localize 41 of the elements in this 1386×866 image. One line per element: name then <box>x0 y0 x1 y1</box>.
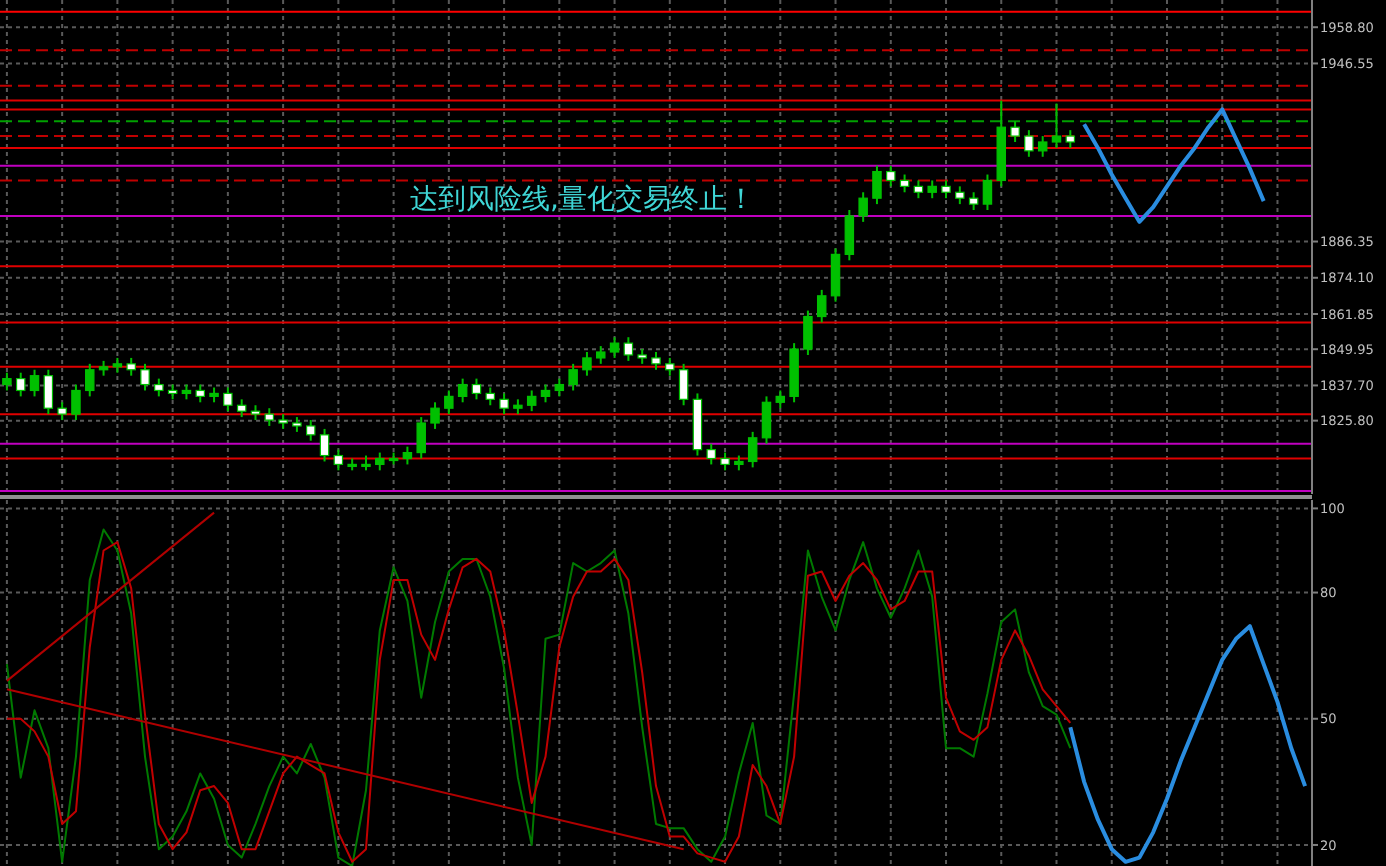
candlestick <box>444 389 454 416</box>
candlestick <box>305 419 316 442</box>
candlestick <box>582 351 592 377</box>
candlestick <box>430 401 440 430</box>
candlestick <box>15 371 26 398</box>
candlestick <box>623 336 634 362</box>
line-series <box>1068 624 1308 864</box>
line-series <box>1082 107 1266 224</box>
candlestick <box>457 377 468 404</box>
candlestick <box>706 442 716 466</box>
candlestick <box>416 416 426 460</box>
candlestick <box>761 395 772 445</box>
candlestick <box>1024 129 1034 158</box>
candlestick <box>1051 102 1062 149</box>
candlestick <box>1010 120 1020 143</box>
candlestick <box>789 342 799 404</box>
candlestick <box>886 164 896 188</box>
candlestick <box>471 377 482 401</box>
candlestick <box>85 362 95 398</box>
candlestick <box>678 362 689 407</box>
candlestick <box>526 389 537 413</box>
annotation: 达到风险线,量化交易终止！ <box>410 184 755 216</box>
candlestick <box>29 368 40 398</box>
candlestick <box>747 430 758 469</box>
candlestick <box>333 448 344 472</box>
candlestick <box>830 247 841 303</box>
candlestick <box>609 336 620 359</box>
candlestick <box>43 368 54 416</box>
candlestick <box>71 383 81 422</box>
candlestick <box>499 392 509 416</box>
candlestick <box>140 362 150 392</box>
candlestick <box>223 386 233 413</box>
candlestick <box>319 427 330 463</box>
candlestick <box>803 309 813 356</box>
candlestick <box>844 209 855 262</box>
candlestick <box>858 191 868 223</box>
candlestick <box>568 362 578 392</box>
candlestick <box>982 173 993 212</box>
candlestick <box>1037 135 1048 158</box>
candlestick <box>872 164 882 206</box>
candlestick <box>816 288 827 324</box>
